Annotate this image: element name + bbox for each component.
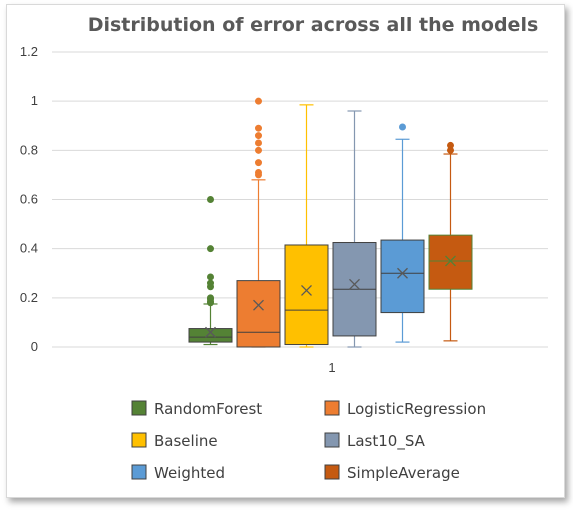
mean-marker (253, 299, 264, 311)
outlier-point (255, 97, 262, 105)
outlier-point (447, 146, 454, 154)
outlier-point (207, 245, 214, 253)
mean-marker (349, 278, 360, 290)
y-tick-label: 0.6 (20, 192, 38, 207)
legend-label: RandomForest (154, 400, 262, 418)
x-tick-label: 1 (328, 360, 335, 375)
outlier-point (255, 159, 262, 167)
legend: RandomForest LogisticRegression Baseline La… (131, 400, 486, 482)
box-rect (380, 239, 425, 314)
mean-marker (301, 284, 312, 296)
box-series (188, 97, 473, 348)
legend-label: Baseline (154, 432, 218, 450)
legend-item-Last10_SA: Last10_SA (324, 432, 426, 451)
box-rect (236, 280, 281, 348)
legend-item-RandomForest: RandomForest (131, 400, 262, 418)
box-Last10_SA (332, 110, 377, 348)
box-LogisticRegression (236, 97, 281, 348)
box-rect (284, 244, 329, 346)
outlier-point (255, 139, 262, 147)
outlier-point (255, 124, 262, 132)
chart-title: Distribution of error across all the mod… (88, 14, 539, 36)
y-tick-label: 1.2 (20, 44, 38, 59)
legend-swatch (324, 464, 340, 480)
outlier-point (207, 283, 214, 291)
legend-swatch (324, 432, 340, 448)
legend-label: Last10_SA (347, 432, 426, 451)
legend-swatch (131, 464, 147, 480)
y-axis-ticks: 0 0.2 0.4 0.6 0.8 1 1.2 (20, 44, 38, 354)
outlier-point (207, 299, 214, 307)
legend-label: LogisticRegression (347, 400, 486, 418)
box-RandomForest (188, 196, 233, 346)
outlier-point (255, 146, 262, 154)
outlier-point (255, 132, 262, 140)
box-rect (428, 234, 473, 290)
y-tick-label: 0 (31, 339, 38, 354)
y-tick-label: 1 (31, 93, 38, 108)
y-tick-label: 0.2 (20, 290, 38, 305)
legend-swatch (324, 400, 340, 416)
mean-marker (205, 326, 216, 338)
outlier-point (207, 196, 214, 203)
box-rect (188, 328, 233, 343)
box-Weighted (380, 123, 425, 343)
y-tick-label: 0.4 (20, 241, 38, 256)
box-SimpleAverage (428, 141, 473, 342)
mean-marker (445, 255, 456, 267)
outlier-point (207, 273, 214, 281)
legend-item-LogisticRegression: LogisticRegression (324, 400, 486, 418)
x-axis-ticks: 1 (328, 360, 335, 375)
y-tick-label: 0.8 (20, 142, 38, 157)
legend-label: Weighted (154, 464, 225, 482)
outlier-point (399, 123, 406, 131)
box-Baseline (284, 104, 329, 348)
legend-item-Weighted: Weighted (131, 464, 225, 482)
gridlines (52, 51, 548, 348)
legend-swatch (131, 400, 147, 416)
legend-item-SimpleAverage: SimpleAverage (324, 464, 460, 482)
legend-item-Baseline: Baseline (131, 432, 218, 450)
legend-swatch (131, 432, 147, 448)
mean-marker (397, 267, 408, 279)
outlier-point (255, 171, 262, 179)
legend-label: SimpleAverage (347, 464, 460, 482)
